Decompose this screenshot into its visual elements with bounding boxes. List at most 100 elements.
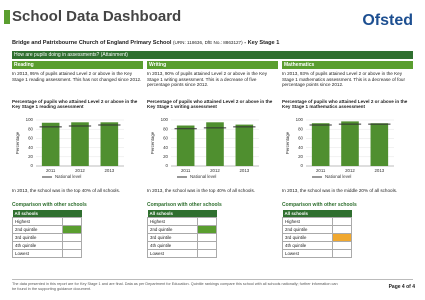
caption: In 2013, the school was in the top 40% o… <box>147 188 256 193</box>
subject-header: Writing <box>147 61 278 69</box>
caption: In 2013, the school was in the middle 20… <box>282 188 398 193</box>
quintile-marker <box>332 241 352 250</box>
y-tick-label: 20 <box>28 154 33 159</box>
x-tick-label: 2013 <box>239 168 249 173</box>
school-line: Bridge and Patrixbourne Church of Englan… <box>12 40 279 46</box>
quintile-label: 3rd quintile <box>12 233 63 242</box>
table-row: 2nd quintile <box>12 225 82 234</box>
quintile-marker <box>62 217 82 226</box>
table-row: 3rd quintile <box>147 233 217 242</box>
quintile-marker <box>62 233 82 242</box>
quintile-label: Lowest <box>282 249 333 258</box>
table-header-row: All schools <box>12 210 82 218</box>
y-tick-label: 20 <box>298 154 303 159</box>
x-tick-label: 2013 <box>104 168 114 173</box>
quintile-marker <box>197 249 217 258</box>
summary: In 2013, 90% of pupils attained Level 2 … <box>147 71 268 88</box>
quintile-marker <box>332 233 352 242</box>
bar <box>311 123 330 166</box>
key-stage: - Key Stage 1 <box>244 40 280 46</box>
y-tick-label: 80 <box>28 126 33 131</box>
y-tick-label: 40 <box>28 145 33 150</box>
quintile-marker <box>197 233 217 242</box>
quintile-label: Highest <box>12 217 63 226</box>
summary: In 2013, 95% of pupils attained Level 2 … <box>12 71 142 82</box>
subject-column: Reading In 2013, 95% of pupils attained L… <box>12 61 143 258</box>
quintile-label: 2nd quintile <box>282 225 333 234</box>
x-tick-label: 2011 <box>46 168 56 173</box>
chart-title: Percentage of pupils who attained Level … <box>12 99 138 110</box>
chart: Percentage 0 20 40 60 80 100 2011 2012 2013 Nation… <box>15 117 124 179</box>
comparison-title: Comparison with other schools <box>147 202 222 208</box>
quintile-marker <box>62 225 82 234</box>
y-tick-label: 100 <box>161 117 169 122</box>
quintile-label: 4th quintile <box>12 241 63 250</box>
chart-title: Percentage of pupils who attained Level … <box>282 99 408 110</box>
y-tick-label: 60 <box>163 136 168 141</box>
footer-note: The data presented in this report are fo… <box>12 282 338 291</box>
y-tick-label: 100 <box>26 117 34 122</box>
x-tick-label: 2013 <box>374 168 384 173</box>
footer-rule <box>12 279 413 280</box>
table-header: All schools <box>12 210 82 218</box>
y-tick-label: 20 <box>163 154 168 159</box>
quintile-label: 3rd quintile <box>147 233 198 242</box>
subject-header: Reading <box>12 61 143 69</box>
y-tick-label: 0 <box>31 163 34 168</box>
y-tick-label: 100 <box>296 117 304 122</box>
table-row: Highest <box>282 217 352 226</box>
bar <box>176 125 195 166</box>
chart: Percentage 0 20 40 60 80 100 2011 2012 2013 Nation… <box>285 117 394 179</box>
legend-label: National level <box>325 174 351 179</box>
quintile-label: 4th quintile <box>147 241 198 250</box>
quintile-marker <box>62 241 82 250</box>
table-row: Lowest <box>12 249 82 258</box>
x-tick-label: 2011 <box>316 168 326 173</box>
bar <box>100 122 119 166</box>
y-tick-label: 80 <box>298 126 303 131</box>
chart: Percentage 0 20 40 60 80 100 2011 2012 2013 Nation… <box>150 117 259 179</box>
quintile-label: Lowest <box>147 249 198 258</box>
y-axis-label: Percentage <box>285 131 290 154</box>
y-tick-label: 60 <box>298 136 303 141</box>
quintile-marker <box>62 249 82 258</box>
quintile-marker <box>332 217 352 226</box>
caption: In 2013, the school was in the top 40% o… <box>12 188 121 193</box>
y-tick-label: 60 <box>28 136 33 141</box>
y-tick-label: 0 <box>166 163 169 168</box>
quintile-marker <box>197 217 217 226</box>
y-tick-label: 0 <box>301 163 304 168</box>
x-tick-label: 2011 <box>181 168 191 173</box>
bar <box>235 124 254 166</box>
table-row: Highest <box>12 217 82 226</box>
subject-column: Mathematics In 2013, 93% of pupils attain… <box>282 61 413 258</box>
quintile-label: 3rd quintile <box>282 233 333 242</box>
table-row: Lowest <box>282 249 352 258</box>
x-tick-label: 2012 <box>345 168 355 173</box>
quintile-label: Highest <box>282 217 333 226</box>
quintile-label: Highest <box>147 217 198 226</box>
title: School Data Dashboard <box>12 8 182 25</box>
quintile-marker <box>197 241 217 250</box>
y-tick-label: 80 <box>163 126 168 131</box>
quintile-marker <box>332 225 352 234</box>
table-row: Highest <box>147 217 217 226</box>
comparison-table: All schools Highest 2nd quintile 3rd quinti… <box>282 210 352 258</box>
bar <box>206 122 224 166</box>
y-tick-label: 40 <box>298 145 303 150</box>
quintile-marker <box>197 225 217 234</box>
legend-label: National level <box>55 174 81 179</box>
quintile-label: Lowest <box>12 249 63 258</box>
y-axis-label: Percentage <box>150 131 155 154</box>
table-row: 4th quintile <box>282 241 352 250</box>
bar <box>370 123 389 166</box>
table-header-row: All schools <box>147 210 217 218</box>
comparison-title: Comparison with other schools <box>282 202 357 208</box>
comparison-title: Comparison with other schools <box>12 202 87 208</box>
table-header: All schools <box>282 210 352 218</box>
y-tick-label: 40 <box>163 145 168 150</box>
page-number: Page 4 of 4 <box>388 284 415 290</box>
chart-title: Percentage of pupils who attained Level … <box>147 99 273 110</box>
table-header: All schools <box>147 210 217 218</box>
